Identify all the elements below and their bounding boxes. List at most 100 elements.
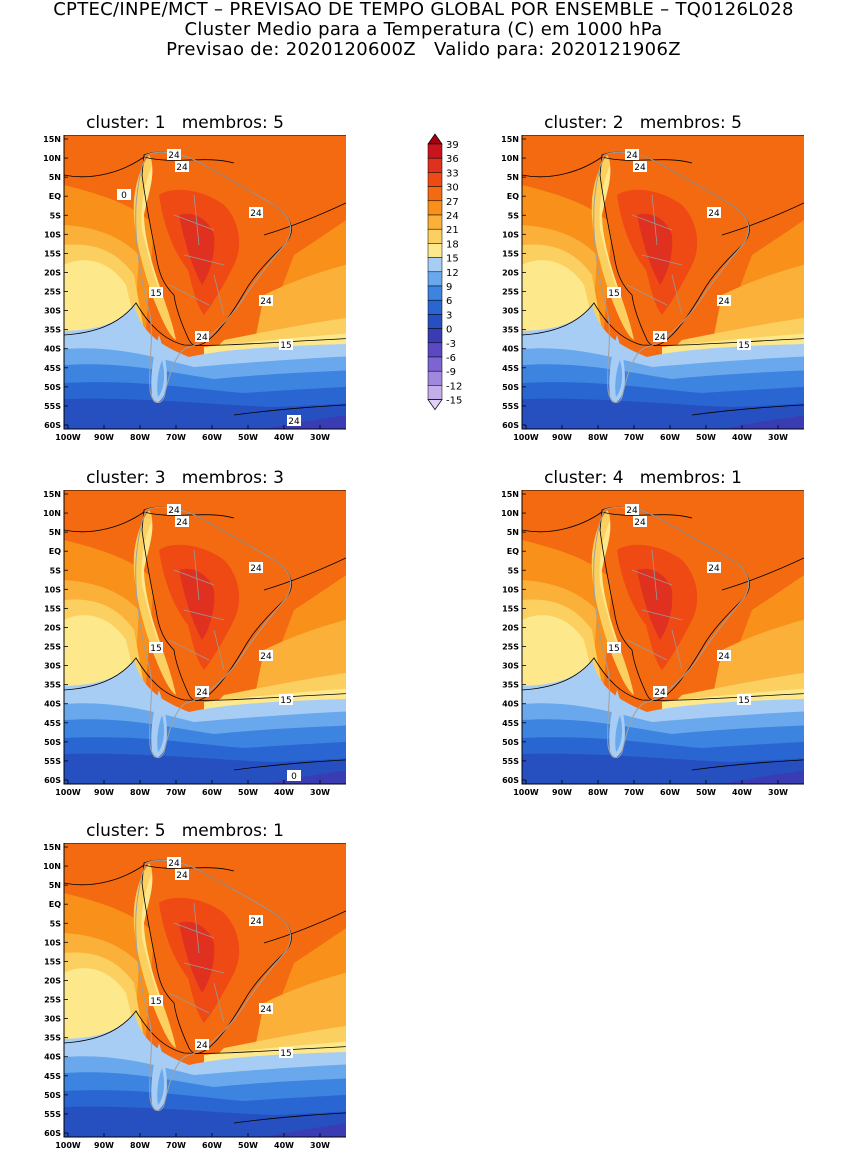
lon-tick-label: 70W: [624, 788, 644, 797]
lat-tick-label: 50S: [502, 383, 519, 392]
colorbar-swatch: [427, 143, 443, 159]
colorbar-label: 39: [446, 140, 459, 151]
svg-text:24: 24: [260, 297, 272, 307]
map-panel-cluster-2: cluster: 2 membros: 5 24 24 24 24 24 15 15 15N 1…: [482, 113, 804, 453]
contour-label: 24: [633, 161, 647, 173]
colorbar-swatch: [427, 157, 443, 173]
lon-tick-label: 100W: [513, 788, 539, 797]
map-svg: 24 24 24 24 24 15 15 15N 10N 5N EQ 5S 10S 15S 20S 25S 30…: [501, 490, 804, 797]
lat-tick-label: 15S: [44, 604, 61, 613]
lat-tick-label: 20S: [44, 268, 61, 277]
svg-text:24: 24: [196, 1041, 208, 1051]
colorbar-label: -12: [446, 381, 462, 392]
lat-tick-label: 60S: [502, 421, 519, 430]
lon-tick-label: 70W: [166, 433, 186, 442]
map-svg: 24 24 24 24 24 15 15 24 0 15N 10N 5N EQ 5S 10S 15S 20S 25…: [43, 135, 346, 442]
contour-label: 15: [149, 995, 163, 1007]
lon-tick-label: 90W: [552, 788, 572, 797]
contour-label: 24: [653, 331, 667, 343]
lat-tick-label: 60S: [502, 776, 519, 785]
page-header: CPTEC/INPE/MCT – PREVISAO DE TEMPO GLOBA…: [0, 0, 847, 60]
colorbar-label: 33: [446, 168, 459, 179]
map-panel-cluster-1: cluster: 1 membros: 5 24 24 24 24 24 15 15 24 0 1…: [24, 113, 346, 453]
svg-text:24: 24: [196, 333, 208, 343]
lat-tick-label: 5N: [507, 173, 519, 182]
lon-tick-label: 40W: [732, 788, 752, 797]
lat-tick-label: 10N: [43, 862, 61, 871]
colorbar-swatch: [427, 271, 443, 287]
svg-text:24: 24: [626, 151, 638, 161]
colorbar-label: 36: [446, 154, 459, 165]
lat-tick-label: 30S: [44, 307, 61, 316]
lat-tick-label: 35S: [44, 326, 61, 335]
contour-label: 24: [653, 686, 667, 698]
contour-label: 15: [279, 694, 293, 706]
map-svg: 24 24 24 24 24 15 15 0 15N 10N 5N EQ 5S 10S 15S 20S 25S 3…: [43, 490, 346, 797]
panel-title: cluster: 3 membros: 3: [86, 468, 284, 488]
svg-text:24: 24: [168, 506, 180, 516]
lat-tick-label: 10N: [501, 154, 519, 163]
svg-text:24: 24: [626, 506, 638, 516]
colorbar-label: 27: [446, 197, 459, 208]
svg-text:15: 15: [738, 696, 749, 706]
colorbar-label: -3: [446, 339, 456, 350]
colorbar-arrow-bottom: [427, 399, 443, 411]
map-svg: 24 24 24 24 24 15 15 15N 10N 5N EQ 5S 10S 15S 20S 25S 30…: [501, 135, 804, 442]
lat-tick-label: 15N: [501, 490, 519, 499]
contour-label: 15: [737, 339, 751, 351]
lon-tick-label: 100W: [55, 1141, 81, 1150]
lon-tick-label: 60W: [660, 433, 680, 442]
svg-text:15: 15: [150, 644, 161, 654]
lat-tick-label: 15S: [502, 604, 519, 613]
lat-tick-label: 60S: [44, 421, 61, 430]
lat-tick-label: 40S: [44, 345, 61, 354]
lat-tick-label: 25S: [44, 996, 61, 1005]
svg-text:24: 24: [196, 688, 208, 698]
contour-label: 24: [259, 295, 273, 307]
colorbar-swatch: [427, 285, 443, 301]
lat-tick-label: 5S: [508, 211, 520, 220]
lon-tick-label: 50W: [238, 1141, 258, 1150]
lat-tick-label: 40S: [44, 700, 61, 709]
contour-label: 24: [259, 650, 273, 662]
lat-tick-label: 15S: [44, 249, 61, 258]
svg-text:15: 15: [738, 341, 749, 351]
colorbar-swatch: [427, 314, 443, 329]
lon-tick-label: 70W: [166, 788, 186, 797]
lat-tick-label: 35S: [44, 1034, 61, 1043]
colorbar-swatch: [427, 356, 443, 372]
colorbar-label: -9: [446, 367, 456, 378]
lat-tick-label: 60S: [44, 776, 61, 785]
lat-tick-label: 55S: [502, 402, 519, 411]
contour-label: 24: [175, 161, 189, 173]
lat-tick-label: EQ: [49, 192, 61, 201]
lat-tick-label: 45S: [502, 364, 519, 373]
svg-text:0: 0: [121, 191, 127, 201]
contour-label: 15: [279, 1047, 293, 1059]
contour-label: 24: [175, 869, 189, 881]
colorbar-label: -15: [446, 396, 462, 407]
lat-tick-label: 50S: [502, 738, 519, 747]
lon-tick-label: 50W: [238, 788, 258, 797]
contour-label: 24: [195, 331, 209, 343]
lat-tick-label: 15S: [502, 249, 519, 258]
lat-tick-label: 10S: [44, 585, 61, 594]
lon-tick-label: 80W: [130, 433, 150, 442]
lat-tick-label: EQ: [49, 900, 61, 909]
lon-tick-label: 50W: [696, 433, 716, 442]
contour-label: 15: [607, 287, 621, 299]
lon-tick-label: 60W: [202, 1141, 222, 1150]
lat-tick-label: 35S: [502, 681, 519, 690]
lat-tick-label: 30S: [44, 1015, 61, 1024]
contour-label: 24: [625, 504, 639, 516]
lon-tick-label: 40W: [274, 788, 294, 797]
svg-text:24: 24: [288, 417, 300, 427]
contour-label: 0: [287, 770, 301, 782]
header-line-3: Previsao de: 2020120600Z Valido para: 20…: [166, 39, 681, 60]
colorbar-swatch: [427, 370, 443, 386]
panel-title: cluster: 1 membros: 5: [86, 113, 284, 133]
contour-label: 24: [249, 207, 263, 219]
map-panel-cluster-5: cluster: 5 membros: 1 24 24 24 24 24 15 15 15N 1…: [24, 821, 346, 1161]
lat-tick-label: 40S: [502, 700, 519, 709]
